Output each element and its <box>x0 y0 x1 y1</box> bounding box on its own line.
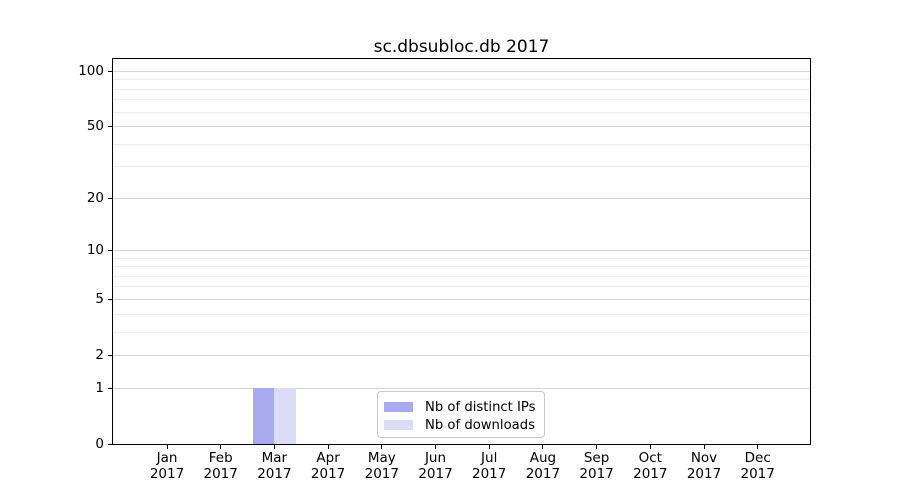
y-tick-label: 1 <box>95 379 104 396</box>
major-gridline <box>113 298 810 300</box>
minor-gridline <box>113 166 810 168</box>
y-tick-mark <box>108 443 112 445</box>
minor-gridline <box>113 331 810 333</box>
x-tick-month: Dec <box>744 450 771 466</box>
minor-gridline <box>113 99 810 101</box>
major-gridline <box>113 387 810 389</box>
x-tick-year: 2017 <box>203 465 238 482</box>
x-tick-label: Jul 2017 <box>449 450 529 482</box>
x-tick-year: 2017 <box>310 465 346 482</box>
minor-gridline <box>113 79 810 81</box>
major-gridline <box>113 71 810 73</box>
x-tick-mark <box>757 445 759 449</box>
x-tick-mark <box>435 445 436 449</box>
x-tick-month: Aug <box>529 450 557 466</box>
major-gridline <box>113 126 810 128</box>
bar-nb-of-distinct-ips <box>252 388 275 444</box>
y-tick-label: 50 <box>86 118 104 135</box>
y-tick-label: 2 <box>95 346 104 363</box>
legend-swatch <box>384 402 413 412</box>
legend-swatch <box>384 420 413 430</box>
x-tick-mark <box>273 445 275 449</box>
x-tick-label: Oct 2017 <box>610 450 690 482</box>
legend: Nb of distinct IPs Nb of downloads <box>377 391 545 438</box>
x-tick-year: 2017 <box>633 465 668 482</box>
x-tick-mark <box>542 445 544 449</box>
x-tick-label: Nov 2017 <box>664 450 744 482</box>
x-tick-year: 2017 <box>149 465 185 482</box>
x-tick-year: 2017 <box>525 465 561 482</box>
x-tick-label: Dec 2017 <box>718 450 798 482</box>
y-tick-mark <box>108 126 112 128</box>
y-tick-mark <box>108 197 112 199</box>
x-tick-month: Jul <box>481 450 498 466</box>
y-tick-label: 100 <box>78 63 104 80</box>
minor-gridline <box>113 275 810 277</box>
x-tick-month: Feb <box>208 450 233 466</box>
y-tick-label: 10 <box>86 241 104 258</box>
major-gridline <box>113 354 810 356</box>
y-tick-mark <box>108 298 112 300</box>
legend-row: Nb of distinct IPs <box>384 399 544 415</box>
x-tick-year: 2017 <box>579 465 614 482</box>
x-tick-mark <box>649 445 651 449</box>
major-gridline <box>113 197 810 199</box>
y-tick-label: 20 <box>86 189 104 206</box>
x-tick-year: 2017 <box>472 465 507 482</box>
y-tick-label: 5 <box>95 290 104 307</box>
x-tick-year: 2017 <box>257 465 292 482</box>
x-tick-mark <box>381 445 383 449</box>
y-tick-mark <box>108 249 112 251</box>
legend-row: Nb of downloads <box>384 417 544 433</box>
x-tick-month: Jun <box>424 450 447 466</box>
x-tick-mark <box>166 445 168 449</box>
x-tick-month: Sep <box>583 450 610 466</box>
legend-label: Nb of downloads <box>425 417 535 433</box>
plot-area <box>112 58 811 445</box>
x-tick-label: Apr 2017 <box>288 450 368 482</box>
x-tick-year: 2017 <box>740 465 775 482</box>
x-tick-label: May 2017 <box>342 450 422 482</box>
x-tick-month: Mar <box>261 450 288 466</box>
x-tick-mark <box>488 445 490 449</box>
x-tick-mark <box>327 445 329 449</box>
minor-gridline <box>113 257 810 259</box>
major-gridline <box>113 249 810 251</box>
minor-gridline <box>113 286 810 288</box>
legend-label: Nb of distinct IPs <box>425 399 536 415</box>
minor-gridline <box>113 111 810 113</box>
x-tick-month: Jan <box>156 450 178 466</box>
x-tick-year: 2017 <box>686 465 722 482</box>
y-tick-label: 0 <box>95 435 104 452</box>
x-tick-label: Feb 2017 <box>181 450 261 482</box>
x-tick-year: 2017 <box>364 465 399 482</box>
y-tick-mark <box>108 71 112 73</box>
x-tick-label: Jun 2017 <box>396 450 476 482</box>
minor-gridline <box>113 313 810 315</box>
x-tick-month: Apr <box>316 450 340 466</box>
x-tick-mark <box>703 445 705 449</box>
x-tick-year: 2017 <box>418 465 453 482</box>
x-tick-label: Aug 2017 <box>503 450 583 482</box>
minor-gridline <box>113 266 810 268</box>
x-tick-label: Mar 2017 <box>234 450 314 482</box>
x-tick-month: Oct <box>638 450 662 466</box>
x-tick-label: Sep 2017 <box>557 450 637 482</box>
y-tick-mark <box>108 354 112 356</box>
minor-gridline <box>113 143 810 145</box>
x-tick-month: Nov <box>690 450 718 466</box>
x-tick-mark <box>596 445 598 449</box>
y-tick-mark <box>108 387 112 389</box>
bar-nb-of-downloads <box>274 388 296 444</box>
minor-gridline <box>113 88 810 90</box>
x-tick-label: Jan 2017 <box>127 450 207 482</box>
chart-title: sc.dbsubloc.db 2017 <box>373 37 550 57</box>
x-tick-mark <box>220 445 222 449</box>
x-tick-month: May <box>367 450 396 466</box>
